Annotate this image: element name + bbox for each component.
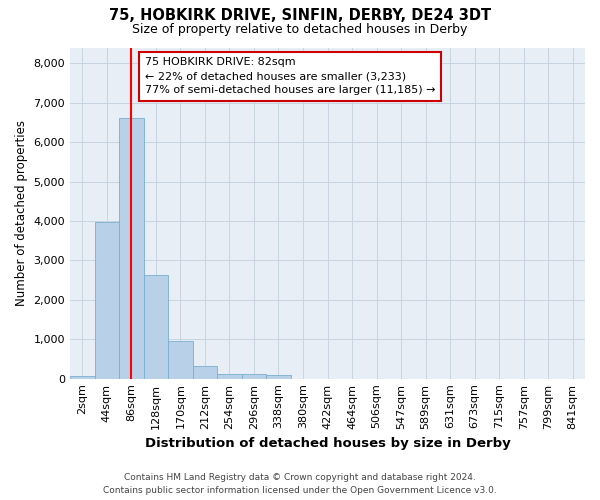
Bar <box>143 276 168 378</box>
X-axis label: Distribution of detached houses by size in Derby: Distribution of detached houses by size … <box>145 437 511 450</box>
Bar <box>193 366 217 378</box>
Text: 75 HOBKIRK DRIVE: 82sqm
← 22% of detached houses are smaller (3,233)
77% of semi: 75 HOBKIRK DRIVE: 82sqm ← 22% of detache… <box>145 58 435 96</box>
Bar <box>242 374 266 378</box>
Bar <box>70 376 95 378</box>
Bar <box>266 375 291 378</box>
Bar <box>95 222 119 378</box>
Text: Contains HM Land Registry data © Crown copyright and database right 2024.
Contai: Contains HM Land Registry data © Crown c… <box>103 474 497 495</box>
Bar <box>168 341 193 378</box>
Bar <box>119 118 143 378</box>
Y-axis label: Number of detached properties: Number of detached properties <box>15 120 28 306</box>
Bar <box>217 374 242 378</box>
Text: Size of property relative to detached houses in Derby: Size of property relative to detached ho… <box>133 22 467 36</box>
Text: 75, HOBKIRK DRIVE, SINFIN, DERBY, DE24 3DT: 75, HOBKIRK DRIVE, SINFIN, DERBY, DE24 3… <box>109 8 491 22</box>
